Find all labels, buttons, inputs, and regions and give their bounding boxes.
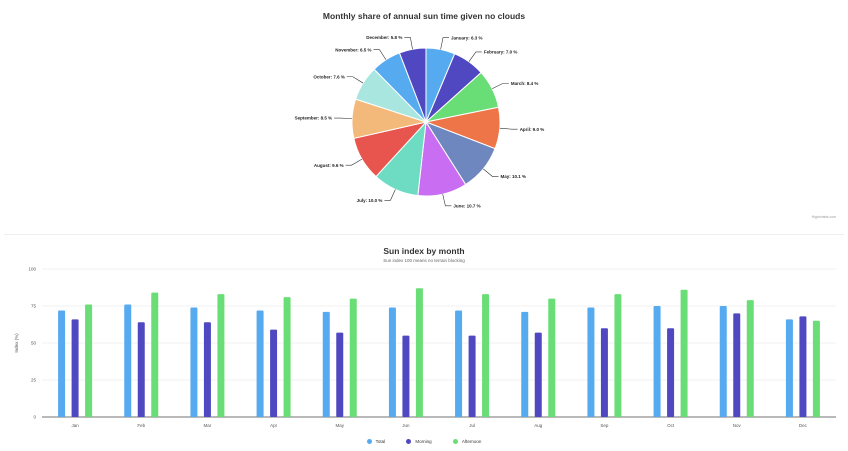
bar-afternoon-aug[interactable] bbox=[548, 298, 556, 417]
x-tick-label: Aug bbox=[534, 423, 543, 428]
legend-label-total: Total bbox=[375, 439, 386, 444]
legend-swatch-afternoon bbox=[452, 439, 458, 445]
x-tick-label: Apr bbox=[270, 423, 278, 428]
pie-connector-december bbox=[404, 37, 413, 50]
pie-label-june: June: 10.7 % bbox=[453, 203, 480, 208]
bar-total-nov[interactable] bbox=[719, 306, 727, 417]
bar-afternoon-jul[interactable] bbox=[482, 294, 490, 417]
x-tick-label: Nov bbox=[733, 423, 742, 428]
bar-afternoon-apr[interactable] bbox=[283, 297, 291, 417]
bar-morning-sep[interactable] bbox=[600, 328, 608, 417]
pie-label-december: December: 5.8 % bbox=[366, 35, 402, 40]
pie-label-april: April: 9.0 % bbox=[520, 127, 545, 132]
pie-chart-plot: January: 6.3 % February: 7.0 % March: 8.4 … bbox=[295, 35, 545, 208]
bar-chart-legend: Total Morning Afternoon bbox=[4, 439, 844, 445]
pie-connector-january bbox=[440, 37, 449, 50]
bar-morning-nov[interactable] bbox=[733, 313, 741, 417]
y-axis-title: Index (%) bbox=[14, 333, 19, 353]
bar-morning-dec[interactable] bbox=[799, 316, 807, 417]
pie-label-may: May: 10.1 % bbox=[501, 174, 527, 179]
pie-connector-july bbox=[384, 189, 396, 201]
bar-total-jan[interactable] bbox=[58, 310, 66, 417]
bar-morning-feb[interactable] bbox=[137, 322, 145, 417]
x-tick-label: Mar bbox=[204, 423, 212, 428]
bar-morning-oct[interactable] bbox=[667, 328, 675, 417]
x-tick-label: Feb bbox=[137, 423, 145, 428]
bar-afternoon-oct[interactable] bbox=[680, 289, 688, 417]
pie-connector-september bbox=[334, 117, 353, 119]
legend-swatch-morning bbox=[406, 439, 412, 445]
bar-chart-title: Sun index by month bbox=[383, 246, 465, 256]
bar-total-jun[interactable] bbox=[388, 307, 396, 417]
bar-afternoon-nov[interactable] bbox=[746, 300, 754, 417]
pie-label-july: July: 10.0 % bbox=[357, 198, 383, 203]
bar-morning-apr[interactable] bbox=[270, 329, 278, 417]
y-tick-label: 50 bbox=[31, 341, 37, 346]
bar-total-mar[interactable] bbox=[190, 307, 198, 417]
pie-label-october: October: 7.6 % bbox=[313, 74, 345, 79]
bar-chart-panel: Sun index by month Sun index 100 means n… bbox=[4, 234, 844, 451]
bar-afternoon-feb[interactable] bbox=[151, 292, 159, 417]
bar-morning-aug[interactable] bbox=[534, 332, 542, 417]
bar-afternoon-jun[interactable] bbox=[415, 288, 423, 417]
x-tick-label: Jun bbox=[402, 423, 410, 428]
legend-item-total[interactable]: Total bbox=[366, 439, 386, 445]
x-tick-label: Jul bbox=[469, 423, 475, 428]
bar-morning-jan[interactable] bbox=[71, 319, 79, 417]
y-tick-label: 75 bbox=[31, 304, 37, 309]
x-tick-label: May bbox=[335, 423, 344, 428]
legend-swatch-total bbox=[366, 439, 372, 445]
bar-total-oct[interactable] bbox=[653, 306, 661, 417]
bar-morning-jun[interactable] bbox=[402, 335, 410, 417]
bar-chart-plot: 0 25 50 75 100 Index (%) Jan Feb Mar Apr May Jun Jul… bbox=[14, 267, 836, 428]
bar-chart-subtitle: Sun index 100 means no terrain blocking bbox=[383, 258, 465, 263]
pie-label-november: November: 6.5 % bbox=[335, 47, 371, 52]
bar-afternoon-dec[interactable] bbox=[812, 320, 820, 417]
pie-connector-october bbox=[346, 76, 364, 84]
pie-label-january: January: 6.3 % bbox=[451, 35, 483, 40]
pie-connector-may bbox=[483, 168, 499, 177]
pie-connector-february bbox=[468, 51, 482, 62]
x-tick-label: Dec bbox=[799, 423, 808, 428]
pie-chart-title: Monthly share of annual sun time given n… bbox=[322, 11, 526, 21]
pie-connector-november bbox=[373, 49, 387, 60]
pie-chart-panel: Monthly share of annual sun time given n… bbox=[4, 0, 844, 226]
y-tick-label: 100 bbox=[28, 267, 36, 272]
bar-morning-jul[interactable] bbox=[468, 335, 476, 417]
y-tick-label: 25 bbox=[31, 378, 37, 383]
bar-total-aug[interactable] bbox=[521, 311, 529, 417]
legend-item-afternoon[interactable]: Afternoon bbox=[452, 439, 482, 445]
pie-slice-december[interactable] bbox=[398, 47, 427, 123]
bar-afternoon-may[interactable] bbox=[349, 298, 357, 417]
x-tick-label: Oct bbox=[667, 423, 675, 428]
y-tick-label: 0 bbox=[33, 415, 36, 420]
legend-label-morning: Morning bbox=[415, 439, 432, 444]
bar-total-jul[interactable] bbox=[455, 310, 463, 417]
bar-total-feb[interactable] bbox=[124, 304, 132, 417]
pie-label-september: September: 8.5 % bbox=[295, 116, 333, 121]
bar-morning-mar[interactable] bbox=[203, 322, 211, 417]
chart-credit[interactable]: Highcharts.com bbox=[811, 215, 836, 219]
bar-morning-may[interactable] bbox=[336, 332, 344, 417]
pie-label-march: March: 8.4 % bbox=[511, 81, 539, 86]
pie-connector-march bbox=[491, 83, 509, 90]
bar-afternoon-sep[interactable] bbox=[614, 294, 622, 417]
pie-connector-june bbox=[442, 194, 452, 207]
bar-total-apr[interactable] bbox=[256, 310, 264, 417]
pie-connector-august bbox=[345, 158, 363, 166]
pie-label-august: August: 9.6 % bbox=[314, 163, 344, 168]
legend-item-morning[interactable]: Morning bbox=[406, 439, 432, 445]
x-tick-label: Sep bbox=[600, 423, 609, 428]
pie-label-february: February: 7.0 % bbox=[484, 50, 518, 55]
bar-total-dec[interactable] bbox=[785, 319, 793, 417]
bar-afternoon-jan[interactable] bbox=[85, 304, 93, 417]
bar-total-may[interactable] bbox=[322, 311, 330, 417]
x-tick-label: Jan bbox=[71, 423, 79, 428]
bar-total-sep[interactable] bbox=[587, 307, 595, 417]
pie-connector-april bbox=[499, 127, 518, 130]
bar-afternoon-mar[interactable] bbox=[217, 294, 225, 417]
legend-label-afternoon: Afternoon bbox=[461, 439, 482, 444]
